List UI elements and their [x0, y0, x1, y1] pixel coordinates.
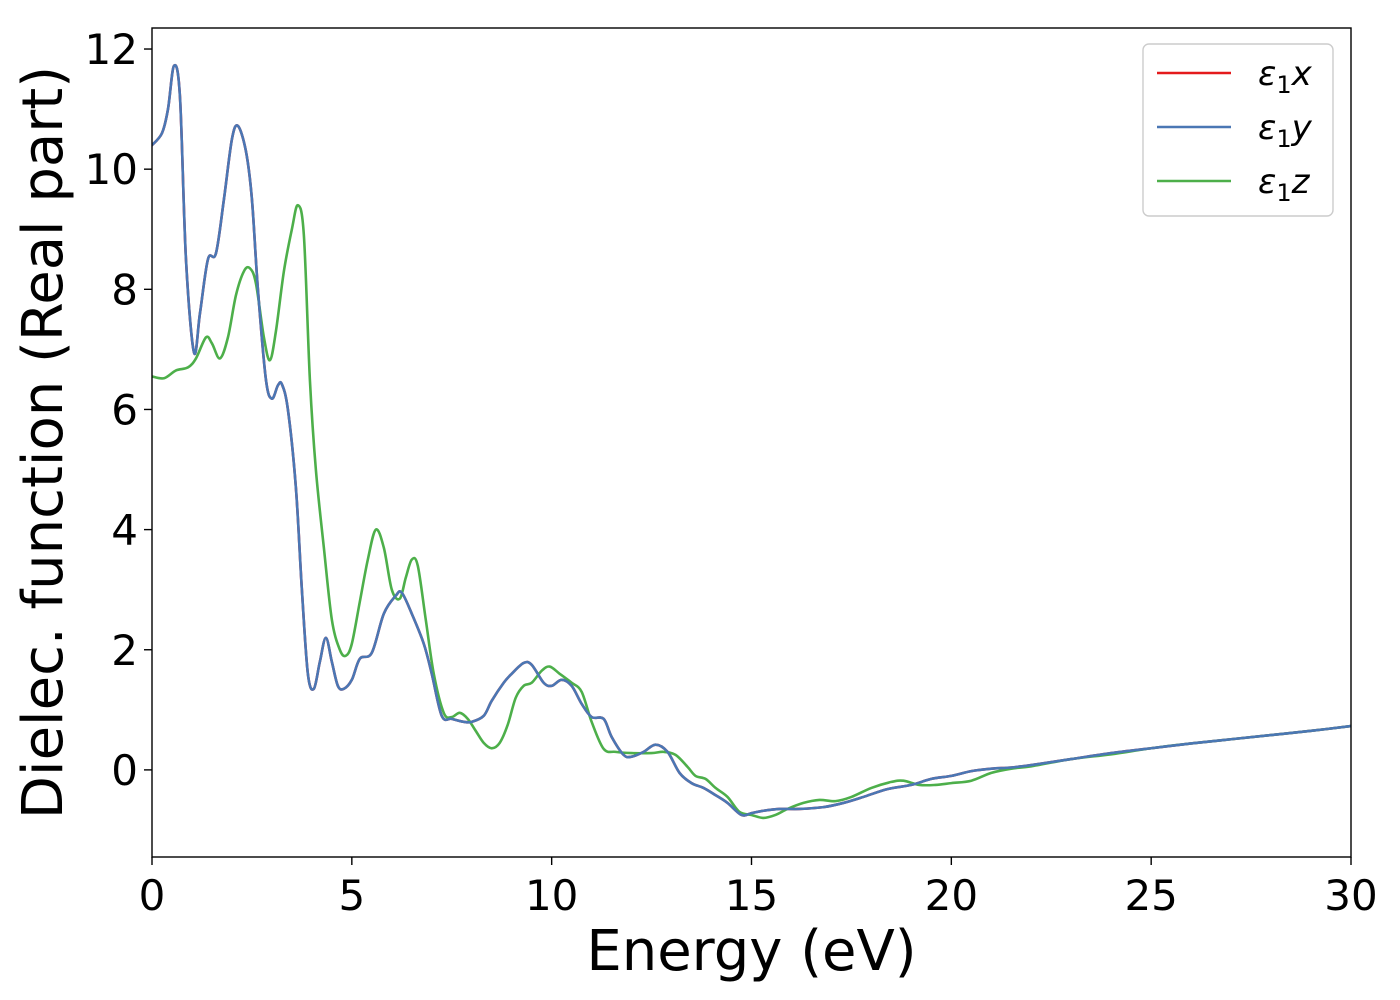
- x-axis: 0 5 10 15 20 25 30: [139, 857, 1378, 920]
- y-tick-label: 0: [111, 746, 138, 795]
- y-axis: 0 2 4 6 8 10 12: [85, 25, 152, 795]
- x-tick-label: 20: [925, 871, 978, 920]
- x-axis-title: Energy (eV): [586, 919, 916, 984]
- x-tick-label: 25: [1124, 871, 1177, 920]
- x-tick-label: 10: [525, 871, 578, 920]
- x-tick-label: 15: [725, 871, 778, 920]
- y-tick-label: 8: [111, 265, 138, 314]
- legend-box: [1142, 43, 1334, 217]
- x-tick-label: 5: [338, 871, 365, 920]
- y-tick-label: 4: [111, 506, 138, 555]
- x-tick-label: 30: [1324, 871, 1377, 920]
- y-tick-label: 2: [111, 626, 138, 675]
- x-tick-label: 0: [139, 871, 166, 920]
- y-tick-label: 10: [85, 145, 138, 194]
- legend-label-z: ε1z: [1258, 162, 1311, 207]
- legend-label-y: ε1y: [1258, 108, 1313, 153]
- legend: ε1x ε1y ε1z: [1142, 43, 1334, 217]
- series-line-z: [152, 203, 1351, 820]
- y-axis-title: Dielec. function (Real part): [11, 66, 76, 819]
- y-tick-label: 6: [111, 385, 138, 434]
- y-tick-label: 12: [85, 25, 138, 74]
- legend-label-x: ε1x: [1258, 54, 1313, 99]
- series-lines: [152, 63, 1351, 820]
- series-line-y: [152, 63, 1351, 817]
